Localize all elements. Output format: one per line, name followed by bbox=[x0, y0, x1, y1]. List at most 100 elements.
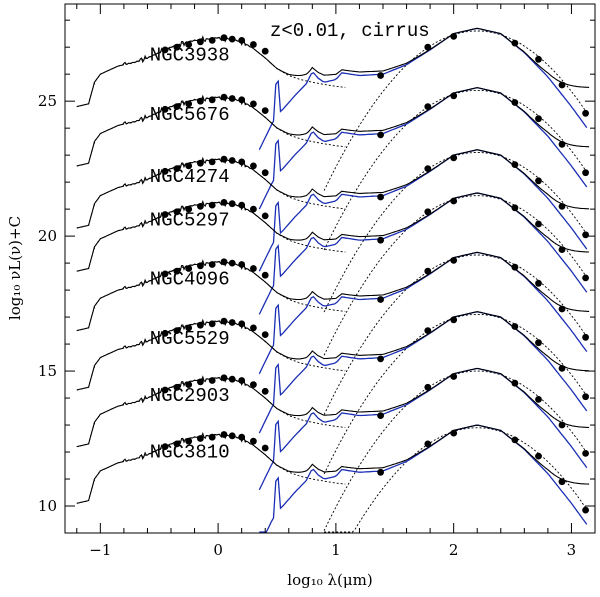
data-point-1-14 bbox=[535, 115, 542, 123]
data-point-7-1 bbox=[173, 440, 181, 448]
data-point-6-9 bbox=[261, 387, 269, 395]
data-point-2-1 bbox=[173, 165, 181, 173]
starburst-curve-5 bbox=[258, 311, 588, 434]
x-tick-label: −1 bbox=[89, 541, 111, 559]
data-point-3-6 bbox=[228, 200, 236, 208]
data-point-7-2 bbox=[185, 437, 193, 445]
data-point-3-11 bbox=[424, 208, 432, 216]
data-point-5-11 bbox=[424, 327, 432, 334]
cirrus-component-7 bbox=[324, 427, 589, 533]
data-point-1-2 bbox=[185, 100, 193, 108]
data-point-6-10 bbox=[377, 412, 384, 419]
data-point-4-0 bbox=[161, 270, 169, 278]
data-point-4-14 bbox=[535, 279, 542, 287]
data-point-6-14 bbox=[535, 396, 542, 403]
data-point-5-9 bbox=[261, 331, 269, 338]
data-point-4-8 bbox=[250, 265, 257, 272]
data-point-4-13 bbox=[511, 263, 519, 271]
data-point-6-12 bbox=[450, 373, 458, 380]
data-point-6-6 bbox=[228, 375, 236, 383]
data-point-4-12 bbox=[450, 257, 458, 264]
y-tick-label: 15 bbox=[38, 362, 57, 380]
data-point-4-9 bbox=[261, 271, 269, 279]
galaxy-label-7: NGC3810 bbox=[150, 441, 230, 463]
data-point-6-1 bbox=[173, 383, 181, 391]
data-point-5-10 bbox=[377, 355, 384, 363]
data-point-7-9 bbox=[261, 444, 269, 452]
data-point-5-13 bbox=[511, 323, 519, 330]
data-point-2-3 bbox=[197, 159, 204, 167]
data-point-6-13 bbox=[511, 379, 519, 387]
data-point-3-16 bbox=[582, 274, 589, 282]
galaxy-label-4: NGC4096 bbox=[150, 269, 230, 291]
data-point-0-12 bbox=[450, 33, 458, 40]
y-tick-label: 10 bbox=[38, 497, 57, 515]
data-point-1-15 bbox=[558, 140, 566, 148]
y-axis-label: log₁₀ νL(ν)+C bbox=[6, 216, 24, 320]
data-point-7-7 bbox=[238, 433, 246, 441]
data-point-3-14 bbox=[535, 220, 542, 228]
data-point-0-9 bbox=[261, 47, 269, 55]
data-point-4-7 bbox=[238, 261, 246, 268]
data-point-2-2 bbox=[185, 162, 193, 170]
labels-layer: NGC3938 NGC5676 NGC4274 NGC5297 NGC4096 NGC55… bbox=[150, 45, 230, 464]
data-point-7-14 bbox=[535, 452, 542, 460]
data-point-5-14 bbox=[535, 339, 542, 347]
cirrus-component-4 bbox=[323, 254, 589, 415]
data-point-7-16 bbox=[582, 506, 589, 514]
chart-title: z<0.01, cirrus bbox=[270, 20, 430, 42]
data-point-2-5 bbox=[220, 155, 228, 163]
data-point-4-4 bbox=[208, 261, 216, 268]
data-point-5-3 bbox=[197, 321, 204, 329]
data-point-6-16 bbox=[582, 450, 589, 457]
data-point-5-0 bbox=[161, 329, 169, 337]
data-point-1-6 bbox=[228, 95, 236, 102]
data-point-1-9 bbox=[261, 107, 269, 114]
data-point-6-8 bbox=[250, 381, 257, 388]
data-point-1-8 bbox=[250, 100, 257, 108]
galaxy-label-5: NGC5529 bbox=[150, 328, 230, 350]
starburst-curve-0 bbox=[258, 27, 588, 150]
data-point-3-8 bbox=[250, 205, 257, 213]
data-point-1-7 bbox=[238, 96, 246, 104]
starburst-curve-3 bbox=[258, 192, 588, 315]
data-point-2-16 bbox=[582, 231, 589, 239]
x-tick-label: 1 bbox=[331, 541, 341, 559]
starburst-curve-7 bbox=[259, 424, 588, 533]
data-point-2-13 bbox=[511, 161, 519, 169]
data-point-2-9 bbox=[261, 169, 269, 177]
data-point-0-11 bbox=[424, 43, 432, 51]
data-point-7-8 bbox=[250, 437, 257, 445]
data-point-0-1 bbox=[173, 43, 181, 51]
data-point-0-14 bbox=[535, 55, 542, 63]
data-point-3-10 bbox=[377, 236, 384, 244]
data-point-5-1 bbox=[173, 327, 181, 334]
total-model-curve-1 bbox=[76, 87, 590, 167]
data-point-6-15 bbox=[558, 421, 566, 429]
total-model-curve-7 bbox=[76, 424, 590, 504]
data-point-1-3 bbox=[197, 97, 204, 105]
data-point-0-8 bbox=[250, 41, 257, 48]
data-point-3-1 bbox=[173, 208, 181, 216]
galaxy-label-1: NGC5676 bbox=[150, 104, 230, 126]
cirrus-component-0 bbox=[323, 30, 589, 191]
data-point-0-6 bbox=[228, 35, 236, 43]
data-point-4-11 bbox=[424, 267, 432, 275]
data-point-3-9 bbox=[261, 212, 269, 220]
data-point-0-7 bbox=[238, 37, 246, 44]
data-point-2-7 bbox=[238, 158, 246, 166]
data-point-4-1 bbox=[173, 267, 181, 275]
data-point-6-3 bbox=[197, 378, 204, 386]
data-point-0-13 bbox=[511, 39, 519, 47]
data-point-2-6 bbox=[228, 157, 236, 164]
data-point-5-5 bbox=[220, 317, 228, 325]
data-point-6-7 bbox=[238, 377, 246, 384]
data-point-4-16 bbox=[582, 333, 589, 341]
data-point-2-8 bbox=[250, 162, 257, 170]
data-point-7-15 bbox=[558, 478, 566, 486]
data-point-3-5 bbox=[220, 199, 228, 206]
data-point-1-1 bbox=[173, 103, 181, 110]
data-point-4-15 bbox=[558, 305, 566, 313]
